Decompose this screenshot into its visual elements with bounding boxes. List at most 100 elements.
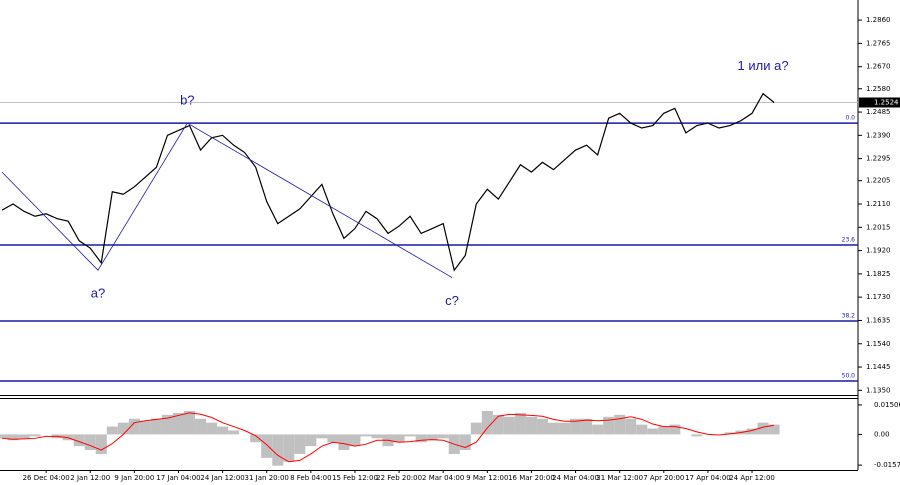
y-tick-label: 1.1730 (866, 293, 891, 301)
current-price-box (859, 97, 900, 108)
fib-label: 0.0 (845, 115, 855, 122)
macd-bar (73, 434, 85, 447)
macd-tick-label: -0.01571 (874, 461, 900, 469)
x-tick-label: 15 Feb 12:00 (332, 474, 378, 482)
macd-bar (426, 434, 438, 441)
macd-bar (691, 434, 703, 437)
macd-bar (338, 434, 350, 451)
y-tick-label: 1.1635 (866, 316, 891, 324)
macd-bar (404, 434, 416, 437)
macd-bar (669, 424, 681, 435)
x-tick-label: 17 Jan 04:00 (156, 474, 200, 482)
macd-bar (658, 426, 670, 435)
macd-bar (503, 416, 515, 435)
macd-bar (625, 418, 637, 435)
x-tick-label: 2 Mar 04:00 (422, 474, 464, 482)
x-tick-label: 31 Jan 20:00 (245, 474, 289, 482)
macd-bar (570, 418, 582, 435)
macd-bar (437, 434, 449, 439)
x-tick-label: 8 Feb 04:00 (290, 474, 331, 482)
y-tick-label: 1.2110 (866, 200, 891, 208)
x-tick-label: 24 Jan 12:00 (200, 474, 244, 482)
macd-bar (316, 434, 328, 439)
y-tick-label: 1.2860 (866, 16, 891, 24)
macd-bar (492, 414, 504, 435)
x-tick-label: 9 Mar 12:00 (466, 474, 508, 482)
macd-bar (514, 412, 526, 435)
x-tick-label: 24 Apr 12:00 (729, 474, 775, 482)
macd-bar (272, 434, 284, 466)
y-tick-label: 1.1920 (866, 247, 891, 255)
macd-bar (636, 424, 648, 435)
macd-bar (592, 424, 604, 435)
macd-tick-label: 0.00 (874, 430, 890, 438)
y-tick-label: 1.1445 (866, 363, 891, 371)
y-tick-label: 1.2765 (866, 39, 891, 47)
wave-label: 1 или a? (738, 58, 789, 73)
macd-bar (161, 414, 173, 435)
macd-bar (327, 434, 339, 443)
y-tick-label: 1.1825 (866, 270, 891, 278)
wave-label: c? (445, 293, 459, 308)
macd-bar (349, 434, 361, 447)
macd-bar (536, 418, 548, 435)
x-tick-label: 24 Mar 04:00 (552, 474, 599, 482)
x-tick-label: 2 Jan 12:00 (70, 474, 110, 482)
y-tick-label: 1.2580 (866, 85, 891, 93)
macd-bar (559, 422, 571, 435)
y-tick-label: 1.2390 (866, 131, 891, 139)
x-tick-label: 7 Apr 20:00 (643, 474, 684, 482)
macd-bar (393, 434, 405, 443)
macd-bar (95, 434, 107, 454)
current-price-label: 1.2524 (874, 98, 899, 106)
macd-bar (757, 422, 769, 435)
macd-bar (184, 410, 196, 435)
macd-bar (261, 434, 273, 458)
macd-bar (217, 426, 229, 435)
macd-bar (481, 410, 493, 435)
macd-bar (150, 418, 162, 435)
macd-bar (470, 422, 482, 435)
y-tick-label: 1.2295 (866, 155, 891, 163)
macd-bar (614, 414, 626, 435)
macd-bar (371, 434, 383, 439)
price-line (1, 92, 775, 272)
fib-label: 23.6 (842, 236, 856, 243)
wave-label: b? (180, 93, 194, 108)
y-tick-label: 1.2015 (866, 223, 891, 231)
macd-bar (415, 434, 427, 443)
macd-bar (7, 434, 19, 441)
y-tick-label: 1.1540 (866, 340, 891, 348)
macd-bar (603, 416, 615, 435)
macd-bar (106, 426, 118, 435)
macd-bar (84, 434, 96, 451)
x-tick-label: 16 Mar 20:00 (508, 474, 555, 482)
macd-bar (525, 416, 537, 435)
macd-signal (1, 412, 775, 463)
macd-bar (29, 434, 41, 437)
y-tick-label: 1.2670 (866, 63, 891, 71)
fib-label: 50.0 (842, 373, 856, 380)
macd-bar (294, 434, 306, 454)
macd-bar (128, 418, 140, 435)
macd-bar (360, 434, 372, 437)
macd-bar (250, 434, 262, 443)
x-tick-label: 9 Jan 20:00 (114, 474, 154, 482)
macd-bar (0, 434, 8, 439)
macd-bar (206, 422, 218, 435)
macd-bar (581, 418, 593, 435)
fib-label: 38.2 (842, 312, 856, 319)
macd-bar (18, 434, 30, 439)
x-tick-label: 22 Feb 20:00 (376, 474, 422, 482)
macd-bar (305, 434, 317, 447)
x-tick-label: 17 Apr 04:00 (685, 474, 731, 482)
x-tick-label: 26 Dec 04:00 (23, 474, 70, 482)
macd-bar (647, 428, 659, 435)
y-tick-label: 1.2485 (866, 108, 891, 116)
y-tick-label: 1.2205 (866, 177, 891, 185)
macd-bar (548, 422, 560, 435)
macd-bar (172, 412, 185, 435)
macd-bar (195, 418, 207, 435)
